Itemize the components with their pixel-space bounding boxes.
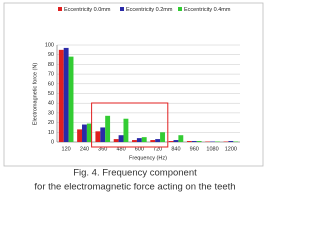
bar — [123, 118, 129, 142]
bar — [68, 56, 74, 142]
y-tick-label: 10 — [48, 130, 54, 136]
bar — [113, 139, 119, 142]
legend-swatch — [58, 7, 62, 11]
x-tick-label: 960 — [190, 146, 199, 152]
legend-swatch — [178, 7, 182, 11]
page: {"chart_data": {"type": "bar", "x_label"… — [3, 2, 264, 193]
x-tick-label: 360 — [98, 146, 107, 152]
y-tick-label: 60 — [48, 81, 54, 87]
bar — [168, 141, 174, 142]
legend-swatch — [120, 7, 124, 11]
y-tick-label: 40 — [48, 101, 54, 107]
legend-label: Eccentricity 0.4mm — [184, 7, 231, 13]
bar — [178, 135, 184, 142]
x-tick-label: 240 — [80, 146, 89, 152]
caption-line: for the electromagnetic force acting on … — [34, 182, 235, 193]
chart: Electromagnetic force (N) Frequency (Hz)… — [3, 2, 264, 193]
bar — [186, 141, 192, 142]
legend-label: Eccentricity 0.2mm — [126, 7, 173, 13]
y-axis-label: Electromagnetic force (N) — [32, 63, 38, 126]
bar — [77, 129, 83, 142]
x-tick-label: 1200 — [225, 146, 237, 152]
legend-label: Eccentricity 0.0mm — [64, 7, 111, 13]
x-tick-label: 1080 — [206, 146, 218, 152]
bar — [228, 141, 234, 142]
x-tick-label: 480 — [116, 146, 125, 152]
bar — [160, 132, 165, 142]
bar — [95, 131, 101, 142]
chart-frame — [3, 2, 264, 167]
y-tick-label: 90 — [48, 52, 54, 58]
highlight-box — [91, 102, 169, 148]
bar — [136, 138, 142, 142]
x-tick-label: 600 — [135, 146, 144, 152]
x-tick-label: 720 — [153, 146, 162, 152]
bar — [173, 140, 179, 142]
y-tick-label: 20 — [48, 120, 54, 126]
bar — [196, 141, 202, 142]
bar — [155, 139, 161, 142]
y-tick-label: 80 — [48, 62, 54, 68]
bar — [86, 123, 92, 142]
bar — [82, 124, 87, 142]
y-tick-label: 0 — [51, 139, 54, 145]
y-tick-label: 100 — [45, 42, 54, 48]
bar — [118, 135, 124, 142]
bar — [63, 47, 69, 142]
bar — [105, 115, 111, 142]
caption-line: Fig. 4. Frequency component — [73, 168, 197, 179]
y-tick-label: 50 — [48, 91, 54, 97]
bar — [191, 141, 197, 142]
x-axis-label: Frequency (Hz) — [129, 155, 167, 161]
x-tick-label: 840 — [171, 146, 180, 152]
bar — [141, 137, 147, 142]
bar — [100, 127, 106, 142]
y-tick-label: 70 — [48, 72, 54, 78]
x-tick-label: 120 — [62, 146, 71, 152]
bar — [150, 140, 156, 142]
bar — [132, 140, 137, 142]
y-tick-label: 30 — [48, 110, 54, 116]
bar — [58, 49, 64, 142]
